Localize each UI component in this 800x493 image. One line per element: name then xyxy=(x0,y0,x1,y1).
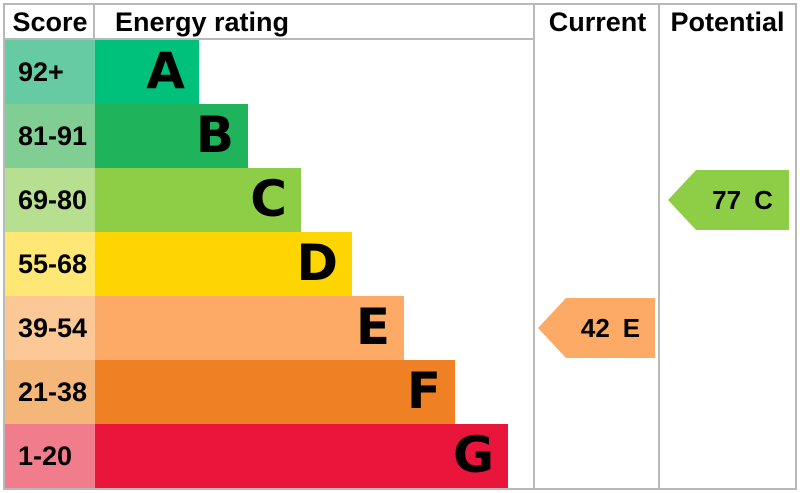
score-range-c: 69-80 xyxy=(5,168,95,232)
band-bar-a: A xyxy=(95,40,199,104)
current-rating-letter: E xyxy=(622,312,641,343)
potential-rating-arrow: 77 C xyxy=(668,170,789,230)
current-rating-value: 42 xyxy=(580,312,610,343)
current-column-header: Current xyxy=(548,7,647,37)
score-range-f: 21-38 xyxy=(5,360,95,424)
band-bar-c: C xyxy=(95,168,301,232)
band-row-d: 55-68 D xyxy=(5,232,533,296)
band-bar-b: B xyxy=(95,104,248,168)
band-row-c: 69-80 C xyxy=(5,168,533,232)
header-underline-divider xyxy=(5,38,535,40)
score-column-header: Score xyxy=(12,7,88,37)
potential-column-divider xyxy=(658,5,660,488)
energy-rating-column-header: Energy rating xyxy=(115,7,290,37)
score-range-d: 55-68 xyxy=(5,232,95,296)
band-bar-g: G xyxy=(95,424,508,488)
score-range-g: 1-20 xyxy=(5,424,95,488)
current-rating-arrow: 42 E xyxy=(538,298,655,358)
epc-rating-chart: Score Energy rating Current Potential 92… xyxy=(3,3,797,490)
band-bar-d: D xyxy=(95,232,352,296)
score-range-e: 39-54 xyxy=(5,296,95,360)
score-column-divider xyxy=(93,5,95,38)
band-row-g: 1-20 G xyxy=(5,424,533,488)
band-row-b: 81-91 B xyxy=(5,104,533,168)
band-bar-e: E xyxy=(95,296,404,360)
potential-column-header: Potential xyxy=(670,7,785,37)
score-range-b: 81-91 xyxy=(5,104,95,168)
band-row-a: 92+ A xyxy=(5,40,533,104)
band-bar-f: F xyxy=(95,360,455,424)
band-row-f: 21-38 F xyxy=(5,360,533,424)
potential-rating-letter: C xyxy=(754,184,773,215)
band-row-e: 39-54 E xyxy=(5,296,533,360)
current-column-divider xyxy=(533,5,535,488)
potential-rating-value: 77 xyxy=(712,184,742,215)
score-range-a: 92+ xyxy=(5,40,95,104)
